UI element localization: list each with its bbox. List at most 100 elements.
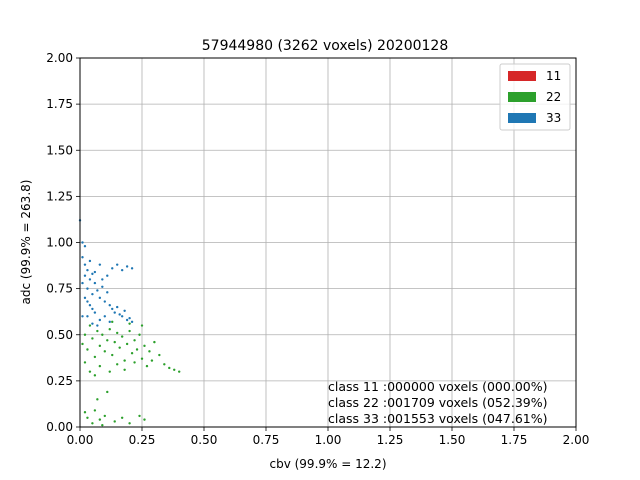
data-point-class-33 [108, 304, 111, 307]
data-point-class-33 [83, 244, 87, 248]
data-point-class-33 [81, 256, 84, 259]
annotation-class-11: class 11 :000000 voxels (000.00%) [328, 379, 547, 394]
data-point-class-33 [106, 274, 109, 277]
y-tick-label: 1.75 [46, 97, 73, 111]
data-point-class-33 [120, 315, 124, 318]
x-axis-ticks: 0.00 0.25 0.50 0.75 1.00 1.25 1.50 1.75 2.00 [67, 427, 589, 447]
data-point-class-22 [98, 418, 102, 421]
data-point-class-22 [88, 370, 92, 373]
data-point-class-22 [96, 329, 99, 333]
data-point-class-22 [123, 368, 126, 372]
data-point-class-22 [93, 355, 97, 359]
y-tick-label: 0.25 [46, 374, 73, 388]
x-tick-label: 1.00 [315, 433, 342, 447]
data-point-class-33 [128, 316, 131, 320]
data-point-class-22 [101, 423, 104, 427]
data-point-class-33 [125, 265, 129, 268]
data-point-class-22 [113, 340, 116, 344]
data-point-class-33 [83, 263, 87, 266]
x-tick-label: 1.75 [501, 433, 528, 447]
data-point-class-22 [135, 348, 139, 351]
data-point-class-33 [88, 304, 92, 307]
plot-points [78, 219, 181, 427]
data-point-class-22 [128, 329, 131, 333]
data-point-class-33 [98, 318, 102, 322]
data-point-class-22 [153, 340, 156, 344]
data-point-class-22 [93, 374, 97, 377]
x-tick-label: 1.50 [439, 433, 466, 447]
data-point-class-33 [111, 307, 114, 311]
x-axis-label: cbv (99.9% = 12.2) [269, 457, 386, 471]
data-point-class-22 [81, 342, 84, 346]
data-point-class-22 [145, 364, 149, 368]
data-point-class-33 [93, 311, 97, 314]
data-point-class-22 [106, 390, 109, 394]
data-point-class-33 [120, 268, 124, 272]
data-point-class-22 [111, 353, 114, 357]
legend-label-22: 22 [546, 90, 561, 104]
legend-label-11: 11 [546, 69, 561, 83]
x-tick-label: 0.25 [129, 433, 156, 447]
data-point-class-22 [133, 361, 136, 364]
data-point-class-22 [88, 324, 92, 327]
data-point-class-33 [103, 300, 107, 303]
data-point-class-22 [83, 361, 87, 364]
data-point-class-33 [86, 268, 89, 272]
data-point-class-22 [140, 324, 144, 327]
data-point-class-22 [86, 416, 89, 419]
data-point-class-22 [143, 344, 146, 348]
data-point-class-33 [93, 281, 97, 285]
data-point-class-33 [86, 315, 89, 318]
data-point-class-22 [111, 320, 114, 324]
data-point-class-33 [98, 296, 102, 300]
data-point-class-22 [103, 350, 107, 353]
data-point-class-33 [81, 281, 84, 285]
data-point-class-22 [128, 422, 131, 425]
data-point-class-33 [123, 309, 126, 312]
annotation-class-33: class 33 :001553 voxels (047.61%) [328, 411, 547, 426]
data-point-class-33 [86, 287, 89, 290]
data-point-class-33 [111, 267, 114, 270]
data-point-class-33 [130, 267, 134, 270]
data-point-class-33 [83, 296, 87, 300]
data-point-class-33 [91, 322, 94, 325]
data-point-class-22 [108, 370, 111, 373]
data-point-class-22 [173, 368, 176, 372]
data-point-class-22 [120, 335, 124, 338]
data-point-class-33 [101, 278, 104, 281]
data-point-class-33 [116, 305, 119, 309]
data-point-class-22 [138, 333, 141, 336]
x-tick-label: 1.25 [377, 433, 404, 447]
data-point-class-22 [128, 322, 131, 325]
annotation-class-22: class 22 :001709 voxels (052.39%) [328, 395, 547, 410]
y-tick-label: 0.75 [46, 282, 73, 296]
data-point-class-22 [168, 366, 171, 370]
data-point-class-33 [91, 307, 94, 311]
annotations: class 11 :000000 voxels (000.00%) class … [328, 379, 547, 426]
data-point-class-22 [138, 414, 141, 418]
data-point-class-33 [116, 263, 119, 266]
legend-swatch-33 [508, 113, 536, 123]
data-point-class-33 [81, 315, 84, 318]
legend: 11 22 33 [499, 63, 571, 131]
y-axis-label: adc (99.9% = 263.8) [19, 180, 33, 305]
data-point-class-33 [88, 278, 92, 281]
data-point-class-33 [81, 241, 84, 244]
y-tick-label: 2.00 [46, 51, 73, 65]
data-point-class-33 [96, 289, 99, 292]
y-tick-label: 1.25 [46, 189, 73, 203]
x-tick-label: 0.00 [67, 433, 94, 447]
data-point-class-33 [88, 259, 92, 263]
data-point-class-22 [150, 359, 154, 362]
data-point-class-33 [118, 313, 121, 316]
legend-label-33: 33 [546, 111, 561, 125]
data-point-class-33 [93, 270, 97, 274]
legend-swatch-22 [508, 92, 536, 102]
data-point-class-22 [130, 352, 134, 355]
data-point-class-22 [106, 339, 109, 342]
data-point-class-22 [125, 342, 129, 346]
data-point-class-22 [133, 339, 136, 342]
chart-title: 57944980 (3262 voxels) 20200128 [202, 38, 449, 54]
data-point-class-22 [140, 357, 144, 360]
